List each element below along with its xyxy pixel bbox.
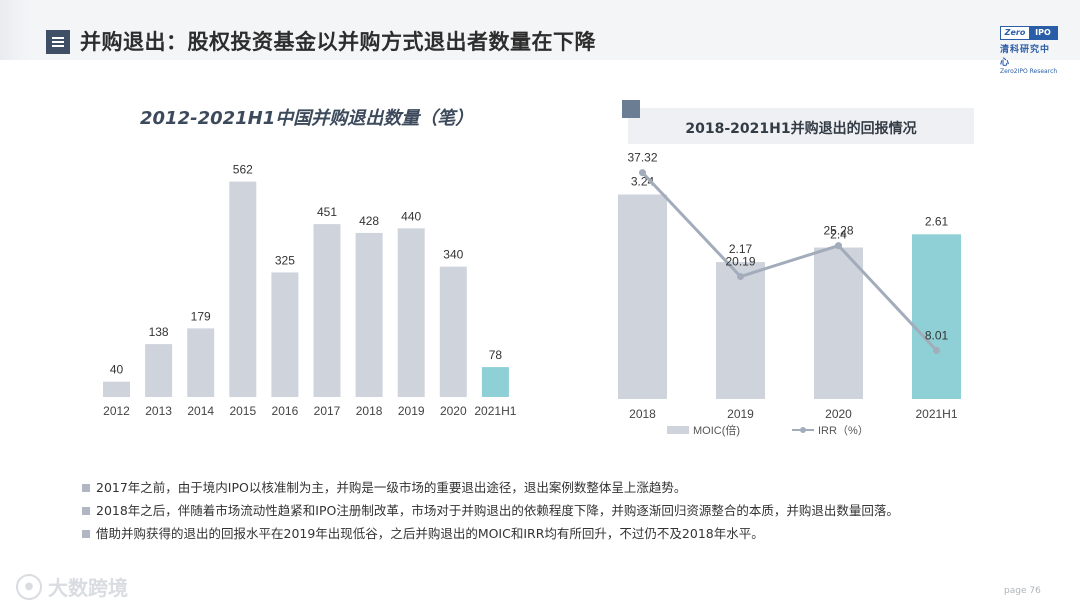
chart1-bar bbox=[397, 228, 425, 397]
chart2-irr-point bbox=[933, 346, 940, 354]
bullet-square-icon bbox=[82, 484, 90, 492]
watermark: ● 大数跨境 bbox=[16, 572, 128, 601]
bullet-text: 2018年之后，伴随着市场流动性趋紧和IPO注册制改革，市场对于并购退出的依赖程… bbox=[96, 503, 899, 518]
chart1-tick-label: 2013 bbox=[145, 404, 172, 418]
chart1-tick-label: 2014 bbox=[187, 404, 214, 418]
chart2-irr-point bbox=[639, 169, 646, 177]
chart1-data-label: 179 bbox=[191, 309, 211, 323]
chart2-irr-line bbox=[641, 171, 938, 352]
chart1-data-label: 451 bbox=[317, 205, 337, 219]
chart2-irr-point bbox=[835, 242, 842, 250]
chart2-irr-label: 8.01 bbox=[925, 328, 949, 342]
chart2-title-box bbox=[628, 108, 974, 144]
chart1-tick-label: 2020 bbox=[440, 404, 467, 418]
chart1-data-label: 340 bbox=[443, 248, 463, 262]
chart2-moic-bar bbox=[912, 234, 961, 399]
bullet-text: 2017年之前，由于境内IPO以核准制为主，并购是一级市场的重要退出途径，退出案… bbox=[96, 480, 687, 495]
chart2-tick-label: 2019 bbox=[727, 407, 754, 421]
watermark-logo-icon: ● bbox=[16, 573, 42, 600]
bullet-item: 借助并购获得的退出的回报水平在2019年出现低谷，之后并购退出的MOIC和IRR… bbox=[82, 522, 1042, 545]
logo-brand-left: Zero bbox=[1001, 27, 1029, 39]
chart1-tick-label: 2012 bbox=[103, 404, 130, 418]
chart1-bar bbox=[439, 266, 467, 397]
chart1-data-label: 440 bbox=[401, 209, 421, 223]
chart1-tick-label: 2019 bbox=[398, 404, 425, 418]
chart2-tick-label: 2020 bbox=[825, 407, 852, 421]
chart2-irr-label: 37.32 bbox=[627, 151, 657, 165]
page-number: page 76 bbox=[1004, 586, 1041, 596]
bullet-square-icon bbox=[82, 507, 90, 515]
chart1-bar bbox=[313, 224, 341, 397]
chart1-bar bbox=[187, 328, 215, 397]
chart1-bar bbox=[145, 344, 173, 397]
bullet-item: 2018年之后，伴随着市场流动性趋紧和IPO注册制改革，市场对于并购退出的依赖程… bbox=[82, 499, 1042, 522]
chart2-irr-label: 20.19 bbox=[725, 255, 755, 269]
chart1-tick-label: 2016 bbox=[272, 404, 299, 418]
chart2-legend-moic-swatch bbox=[667, 426, 689, 434]
chart1-tick-label: 2018 bbox=[356, 404, 383, 418]
chart2-moic-label: 2.17 bbox=[729, 242, 753, 256]
chart2-moic-bar bbox=[716, 262, 765, 399]
chart2-legend-irr-label: IRR（%） bbox=[818, 424, 869, 437]
logo-en: Zero2IPO Research bbox=[1000, 68, 1058, 75]
chart2-irr-label: 25.28 bbox=[823, 224, 853, 238]
chart1-bar bbox=[271, 272, 299, 397]
chart1-bar bbox=[355, 232, 383, 397]
chart1-data-label: 562 bbox=[233, 163, 253, 177]
chart1-bar bbox=[481, 367, 509, 397]
chart2-moic-bar bbox=[814, 247, 863, 399]
logo-brand-right: IPO bbox=[1029, 27, 1057, 39]
chart2-moic-bar bbox=[618, 194, 667, 399]
header-accent bbox=[0, 0, 30, 60]
chart2-title: 2018-2021H1并购退出的回报情况 bbox=[685, 121, 917, 137]
chart2-marker bbox=[622, 100, 640, 118]
chart1-data-label: 428 bbox=[359, 214, 379, 228]
chart1-data-label: 138 bbox=[149, 325, 169, 339]
chart2-tick-label: 2018 bbox=[629, 407, 656, 421]
chart1-bar bbox=[103, 381, 130, 397]
bullet-item: 2017年之前，由于境内IPO以核准制为主，并购是一级市场的重要退出途径，退出案… bbox=[82, 476, 1042, 499]
zero2ipo-logo: Zero IPO 清科研究中心 Zero2IPO Research bbox=[1000, 26, 1058, 75]
chart1-bar bbox=[229, 181, 257, 397]
chart2-legend-moic-label: MOIC(倍) bbox=[693, 423, 740, 437]
chart2-legend-irr-marker bbox=[800, 427, 806, 433]
bullet-list: 2017年之前，由于境内IPO以核准制为主，并购是一级市场的重要退出途径，退出案… bbox=[82, 476, 1042, 545]
chart1-data-label: 78 bbox=[489, 348, 503, 362]
chart1-title: 2012-2021H1中国并购退出数量（笔） bbox=[140, 108, 474, 129]
chart1-data-label: 40 bbox=[110, 363, 124, 377]
chart2-irr-point bbox=[737, 273, 744, 281]
logo-cn: 清科研究中心 bbox=[1000, 45, 1051, 68]
menu-icon[interactable] bbox=[46, 30, 70, 54]
page-title: 并购退出：股权投资基金以并购方式退出者数量在下降 bbox=[80, 30, 596, 54]
chart1-tick-label: 2017 bbox=[314, 404, 341, 418]
bullet-square-icon bbox=[82, 530, 90, 538]
chart1-data-label: 325 bbox=[275, 253, 295, 267]
watermark-text: 大数跨境 bbox=[48, 576, 128, 600]
chart1-tick-label: 2015 bbox=[229, 404, 256, 418]
bullet-text: 借助并购获得的退出的回报水平在2019年出现低谷，之后并购退出的MOIC和IRR… bbox=[96, 526, 764, 541]
chart2-moic-label: 2.4 bbox=[830, 228, 847, 242]
header-band bbox=[0, 0, 1080, 60]
chart2-tick-label: 2021H1 bbox=[915, 407, 957, 421]
chart2-moic-label: 2.61 bbox=[925, 214, 949, 228]
chart1-tick-label: 2021H1 bbox=[474, 404, 516, 418]
